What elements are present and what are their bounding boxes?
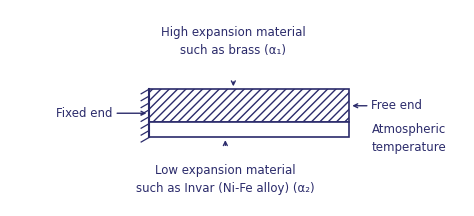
Text: High expansion material
such as brass (α₁): High expansion material such as brass (α… [161,26,306,57]
Bar [149,89,349,122]
Bar [149,122,349,137]
Text: Atmospheric
temperature: Atmospheric temperature [372,123,446,154]
Text: Low expansion material
such as Invar (Ni-Fe alloy) (α₂): Low expansion material such as Invar (Ni… [136,164,315,195]
Text: Free end: Free end [372,99,422,112]
Text: Fixed end: Fixed end [56,107,112,120]
